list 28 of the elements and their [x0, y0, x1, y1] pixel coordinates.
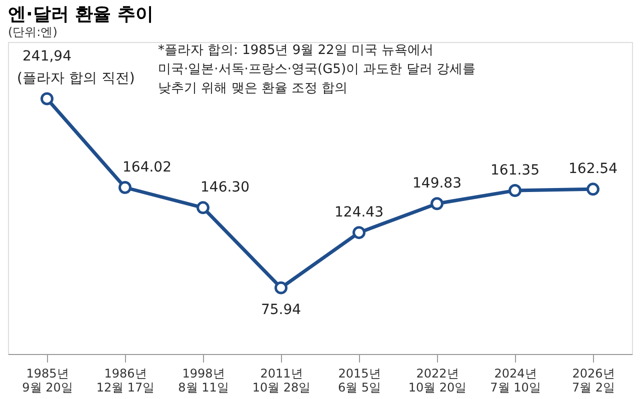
data-label: 164.02	[122, 159, 172, 176]
data-label: 75.94	[260, 302, 302, 318]
data-label: 241,94	[22, 48, 72, 65]
x-tick-label: 2011년 10월 28일	[252, 366, 311, 394]
data-label: 146.30	[200, 180, 250, 196]
annotation: (플라자 합의 직전)	[17, 70, 135, 87]
data-label: 149.83	[412, 176, 462, 192]
x-tick-label: 2026년 7월 2일	[572, 366, 616, 394]
chart-title: 엔·달러 환율 추이	[8, 4, 154, 25]
point	[352, 226, 366, 240]
x-tick-label: 1986년 12월 17일	[96, 366, 155, 394]
data-label: 124.43	[334, 204, 384, 221]
x-tick-label: 1998년 8월 11일	[178, 366, 229, 394]
x-tick-label: 2015년 6월 5일	[338, 366, 382, 394]
x-tick-label: 2024년 7월 10일	[490, 366, 541, 394]
x-tick-label: 1985년 9월 20일	[22, 366, 73, 394]
point	[40, 92, 54, 106]
data-label: 162.54	[568, 161, 618, 178]
point	[274, 281, 288, 294]
text: *플라자 합의: 1985년 9월 22일 미국 뉴욕에서 미국·일본·서독·프랑스·영국(G5)이 과도한 달러 강세를 낮추기 위해 맺은 환율 조정 합의	[158, 43, 476, 96]
x-tick-label: 2022년 10월 20일	[408, 366, 467, 394]
point	[430, 197, 444, 210]
data-label: 161.35	[490, 162, 540, 179]
chart-subtitle: (단위:엔)	[8, 25, 58, 39]
point	[508, 184, 522, 198]
point	[586, 182, 600, 196]
point	[196, 201, 210, 214]
point	[118, 181, 132, 194]
